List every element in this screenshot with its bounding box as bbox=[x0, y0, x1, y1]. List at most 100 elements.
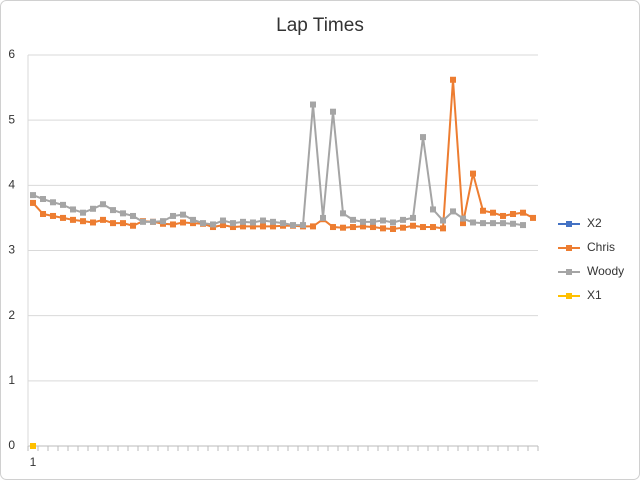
marker bbox=[430, 206, 436, 213]
marker bbox=[510, 211, 516, 218]
marker bbox=[80, 209, 86, 216]
marker bbox=[440, 217, 446, 224]
marker bbox=[170, 221, 176, 228]
marker bbox=[250, 219, 256, 226]
marker bbox=[230, 220, 236, 227]
y-tick-label: 0 bbox=[8, 438, 15, 452]
marker bbox=[420, 224, 426, 231]
marker bbox=[260, 217, 266, 224]
marker bbox=[310, 101, 316, 108]
marker bbox=[140, 218, 146, 225]
marker bbox=[410, 214, 416, 221]
marker bbox=[180, 211, 186, 218]
marker bbox=[120, 220, 126, 227]
y-tick-label: 2 bbox=[8, 308, 15, 322]
marker bbox=[290, 222, 296, 229]
marker bbox=[330, 108, 336, 115]
marker bbox=[390, 219, 396, 226]
legend-label: Woody bbox=[587, 264, 624, 278]
marker bbox=[240, 223, 246, 230]
marker bbox=[200, 220, 206, 227]
marker bbox=[470, 170, 476, 177]
marker bbox=[230, 224, 236, 231]
marker bbox=[120, 210, 126, 217]
marker bbox=[360, 223, 366, 230]
marker bbox=[310, 223, 316, 230]
marker bbox=[380, 217, 386, 224]
marker bbox=[480, 207, 486, 214]
marker bbox=[30, 192, 36, 199]
marker bbox=[50, 212, 56, 219]
marker bbox=[350, 224, 356, 231]
marker bbox=[450, 76, 456, 83]
legend-marker bbox=[566, 245, 572, 251]
marker bbox=[470, 219, 476, 226]
marker bbox=[130, 212, 136, 219]
marker bbox=[110, 220, 116, 227]
marker bbox=[380, 225, 386, 232]
legend-marker bbox=[566, 269, 572, 275]
marker bbox=[100, 216, 106, 223]
marker bbox=[420, 134, 426, 141]
marker bbox=[30, 199, 36, 206]
marker bbox=[190, 220, 196, 227]
marker bbox=[100, 201, 106, 208]
y-tick-label: 6 bbox=[8, 47, 15, 61]
marker bbox=[300, 222, 306, 229]
marker bbox=[80, 218, 86, 225]
marker bbox=[30, 443, 36, 449]
marker bbox=[340, 224, 346, 231]
marker bbox=[490, 220, 496, 227]
marker bbox=[450, 208, 456, 215]
marker bbox=[130, 222, 136, 229]
marker bbox=[410, 222, 416, 229]
marker bbox=[490, 209, 496, 216]
marker bbox=[170, 212, 176, 219]
marker bbox=[150, 218, 156, 225]
marker bbox=[460, 215, 466, 222]
marker bbox=[370, 218, 376, 225]
marker bbox=[350, 216, 356, 223]
marker bbox=[60, 201, 66, 208]
marker bbox=[530, 214, 536, 221]
marker bbox=[70, 216, 76, 223]
marker bbox=[90, 205, 96, 212]
legend-label: X2 bbox=[587, 216, 602, 230]
marker bbox=[70, 206, 76, 213]
marker bbox=[320, 214, 326, 221]
marker bbox=[280, 220, 286, 227]
marker bbox=[40, 211, 46, 218]
marker bbox=[390, 225, 396, 232]
marker bbox=[220, 222, 226, 229]
legend-label: Chris bbox=[587, 240, 615, 254]
marker bbox=[520, 209, 526, 216]
marker bbox=[160, 218, 166, 225]
marker bbox=[210, 221, 216, 228]
marker bbox=[40, 196, 46, 203]
marker bbox=[440, 225, 446, 232]
marker bbox=[500, 220, 506, 227]
legend-marker bbox=[566, 293, 572, 299]
marker bbox=[190, 216, 196, 223]
y-tick-label: 4 bbox=[8, 178, 15, 192]
marker bbox=[340, 210, 346, 217]
marker bbox=[110, 207, 116, 214]
marker bbox=[460, 220, 466, 227]
marker bbox=[400, 224, 406, 231]
marker bbox=[360, 218, 366, 225]
x-tick-label: 1 bbox=[30, 455, 37, 469]
y-tick-label: 1 bbox=[8, 373, 15, 387]
marker bbox=[520, 222, 526, 229]
marker bbox=[330, 224, 336, 231]
marker bbox=[220, 217, 226, 224]
marker bbox=[270, 218, 276, 225]
marker bbox=[480, 220, 486, 227]
marker bbox=[180, 219, 186, 226]
marker bbox=[510, 220, 516, 227]
marker bbox=[370, 224, 376, 231]
marker bbox=[250, 223, 256, 230]
legend-marker bbox=[566, 221, 572, 227]
marker bbox=[270, 223, 276, 230]
